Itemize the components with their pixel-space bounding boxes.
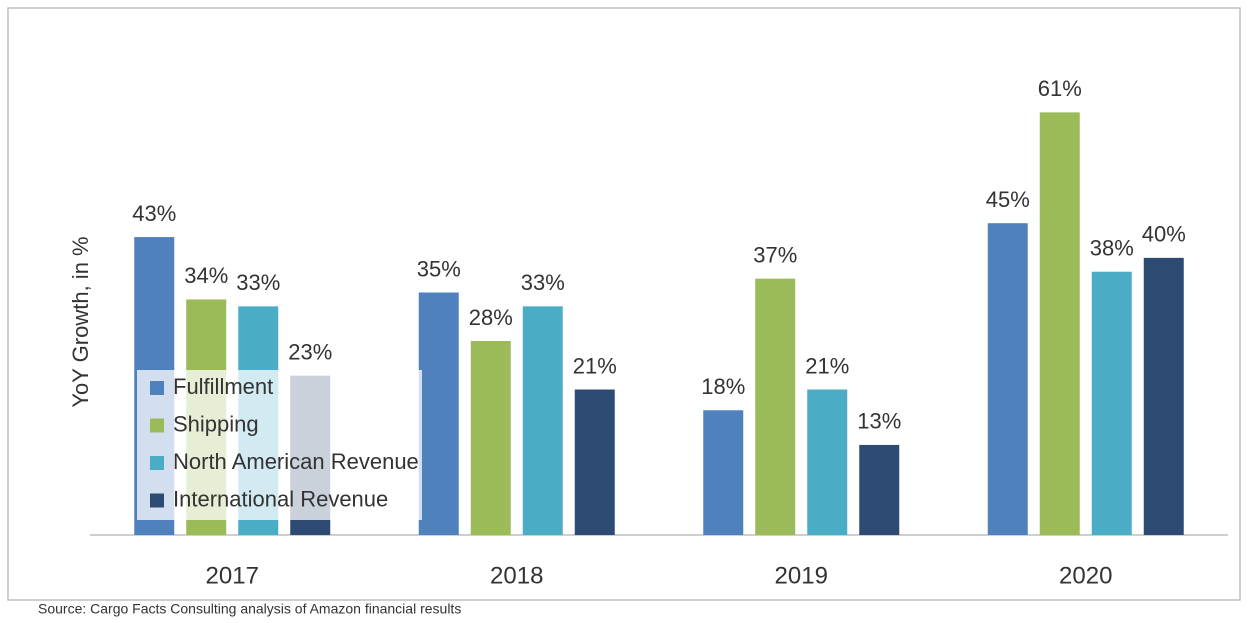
bar [522, 306, 563, 535]
bar [470, 341, 511, 535]
bar [418, 292, 459, 535]
bar [755, 278, 796, 535]
bar [987, 223, 1028, 535]
bar [1143, 257, 1184, 535]
bar [1039, 112, 1080, 535]
x-tick-label: 2017 [206, 562, 259, 589]
legend-swatch [150, 456, 164, 470]
legend-swatch [150, 493, 164, 508]
bar [703, 410, 744, 535]
legend-swatch [150, 381, 164, 395]
data-label: 13% [857, 409, 901, 434]
data-label: 35% [417, 256, 461, 281]
data-label: 45% [986, 187, 1030, 212]
source-note: Source: Cargo Facts Consulting analysis … [38, 601, 461, 617]
data-label: 28% [469, 305, 513, 330]
bar [859, 444, 900, 535]
bar [574, 389, 615, 535]
data-label: 33% [236, 270, 280, 295]
bar [807, 389, 848, 535]
legend-label: Shipping [173, 411, 259, 436]
data-label: 33% [521, 270, 565, 295]
legend-label: Fulfillment [173, 374, 273, 399]
data-label: 23% [288, 339, 332, 364]
data-label: 38% [1090, 236, 1134, 261]
data-label: 18% [701, 374, 745, 399]
data-label: 61% [1038, 76, 1082, 101]
x-tick-label: 2019 [775, 562, 828, 589]
legend-background [137, 370, 422, 520]
legend: Fulfillment Shipping North American Revenu… [137, 370, 422, 520]
legend-swatch [150, 418, 164, 433]
data-label: 40% [1142, 222, 1186, 247]
legend-label: International Revenue [173, 486, 388, 511]
data-label: 37% [753, 242, 797, 267]
x-tick-label: 2020 [1059, 562, 1112, 589]
data-label: 21% [805, 353, 849, 378]
bar [1091, 271, 1132, 535]
x-tick-label: 2018 [490, 562, 543, 589]
data-label: 34% [184, 263, 228, 288]
legend-label: North American Revenue [173, 449, 419, 474]
data-label: 21% [573, 353, 617, 378]
y-axis-label: YoY Growth, in % [68, 236, 93, 407]
data-label: 43% [132, 201, 176, 226]
